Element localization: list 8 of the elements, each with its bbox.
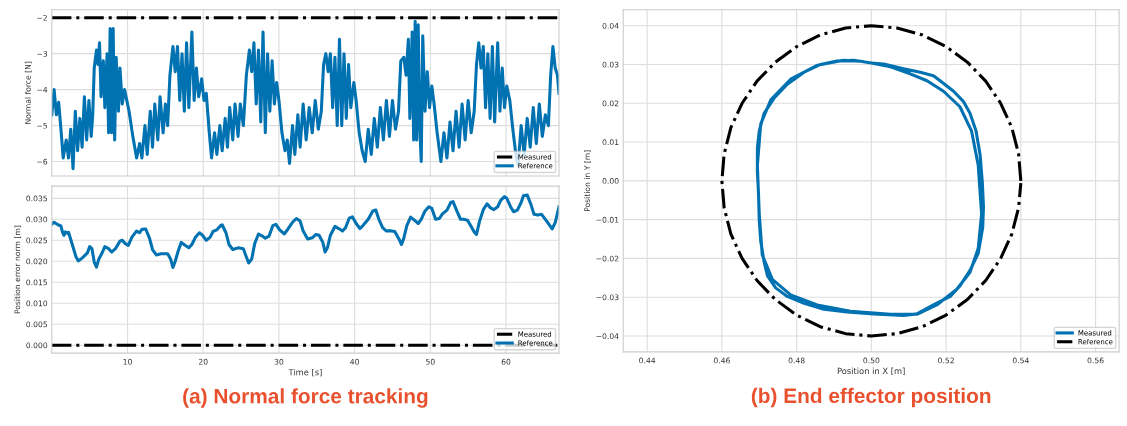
line-series <box>51 19 559 171</box>
x-axis-title: Time [s] <box>288 368 322 377</box>
line-series <box>755 58 985 317</box>
line-series <box>720 24 1023 338</box>
text: (a) Normal force tracking <box>183 388 428 408</box>
line-series <box>51 193 559 270</box>
text: (b) End effector position <box>751 387 991 408</box>
x-axis-title: Position in X [m] <box>837 367 905 376</box>
